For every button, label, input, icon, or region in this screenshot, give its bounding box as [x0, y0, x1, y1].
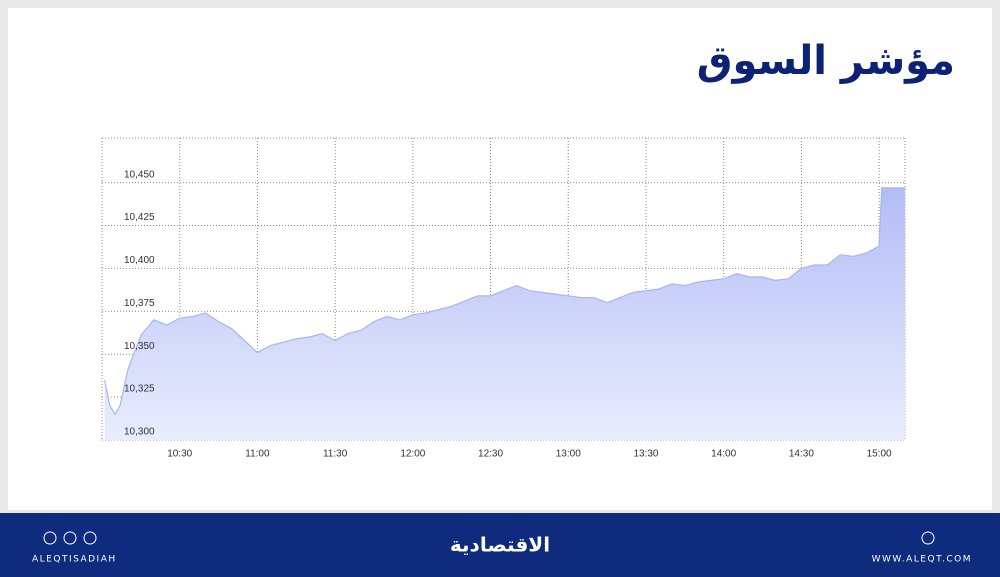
- x-tick-label: 14:30: [789, 449, 814, 460]
- x-tick-label: 13:30: [633, 449, 658, 460]
- plot: 10,300 10,325 10,350 10,375 10,400 10,425 10,4…: [101, 137, 906, 460]
- x-tick-label: 12:30: [478, 449, 503, 460]
- x-tick-label: 13:00: [556, 449, 581, 460]
- y-tick-label: 10,450: [124, 169, 155, 180]
- footer-website: WWW.ALEQT.COM: [872, 555, 972, 565]
- x-tick-label: 14:00: [711, 449, 736, 460]
- area-line: [104, 187, 905, 416]
- area-fill: [104, 187, 906, 440]
- social-icons: [43, 531, 935, 545]
- y-tick-label: 10,400: [124, 255, 155, 266]
- x-tick-label: 11:00: [245, 449, 270, 460]
- y-tick-label: 10,375: [124, 298, 155, 309]
- y-tick-label: 10,300: [124, 427, 155, 438]
- y-tick-label: 10,325: [124, 384, 155, 395]
- y-tick-label: 10,425: [124, 212, 155, 223]
- footer-logo: الاقتصادية: [450, 533, 550, 557]
- x-tick-label: 15:00: [867, 449, 892, 460]
- y-tick-label: 10,350: [124, 341, 155, 352]
- footer-bar: [0, 513, 1000, 577]
- chart-title: مؤشر السوق: [697, 38, 955, 84]
- x-tick-label: 10:30: [167, 449, 192, 460]
- x-tick-label: 11:30: [323, 449, 348, 460]
- footer-handle: ALEQTISADIAH: [32, 555, 117, 565]
- x-tick-label: 12:00: [400, 449, 425, 460]
